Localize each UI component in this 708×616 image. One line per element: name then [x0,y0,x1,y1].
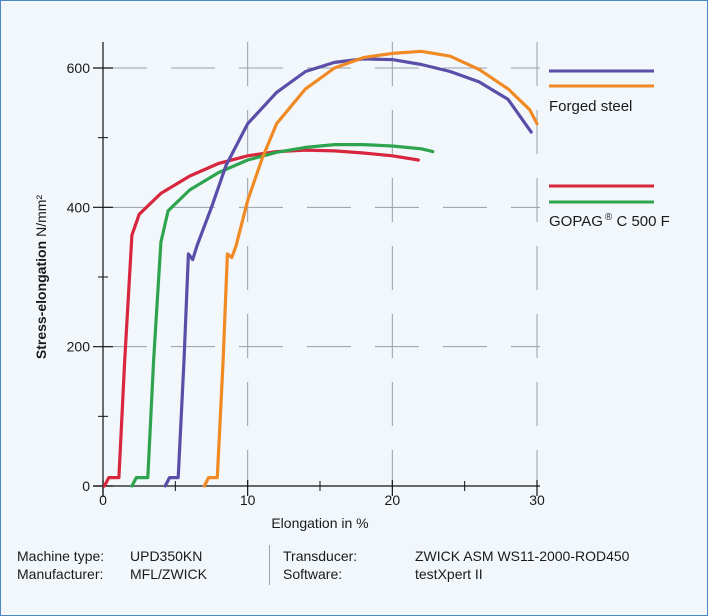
series-line-purple [163,57,533,488]
axes [93,42,540,497]
tick-labels: 0 200 400 600 0 10 20 30 [67,60,545,508]
x-tick-label-10: 10 [240,492,256,508]
machine-type-value: UPD350KN [130,548,203,564]
series-group [102,49,539,488]
y-tick-label-400: 400 [67,199,91,215]
y-axis-label-unit: N/mm² [33,195,49,237]
legend-label-gopag: GOPAG ® C 500 F [549,212,670,230]
machine-type-label: Machine type: [17,548,105,564]
transducer-value: ZWICK ASM WS11-2000-ROD450 [415,548,630,564]
series-line-red [102,148,420,488]
software-label: Software: [283,566,343,582]
y-axis-label-main: Stress-elongation [33,241,49,359]
series-line-orange [202,49,539,488]
footer-divider [269,545,270,585]
x-tick-label-0: 0 [99,492,107,508]
manufacturer-label: Manufacturer: [17,566,104,582]
y-axis-label: Stress-elongation N/mm² [33,195,49,360]
x-tick-label-30: 30 [529,492,545,508]
y-tick-label-0: 0 [82,478,90,494]
legend: Forged steel GOPAG ® C 500 F [549,69,670,230]
grid-lines [103,42,540,486]
transducer-label: Transducer: [283,548,358,564]
x-axis-label: Elongation in % [271,515,368,531]
software-value: testXpert II [415,566,483,582]
manufacturer-value: MFL/ZWICK [130,566,207,582]
x-tick-label-20: 20 [385,492,401,508]
y-tick-label-600: 600 [67,60,91,76]
series-line-green [130,143,435,488]
legend-label-forged-steel: Forged steel [549,98,632,115]
y-tick-label-200: 200 [67,339,91,355]
